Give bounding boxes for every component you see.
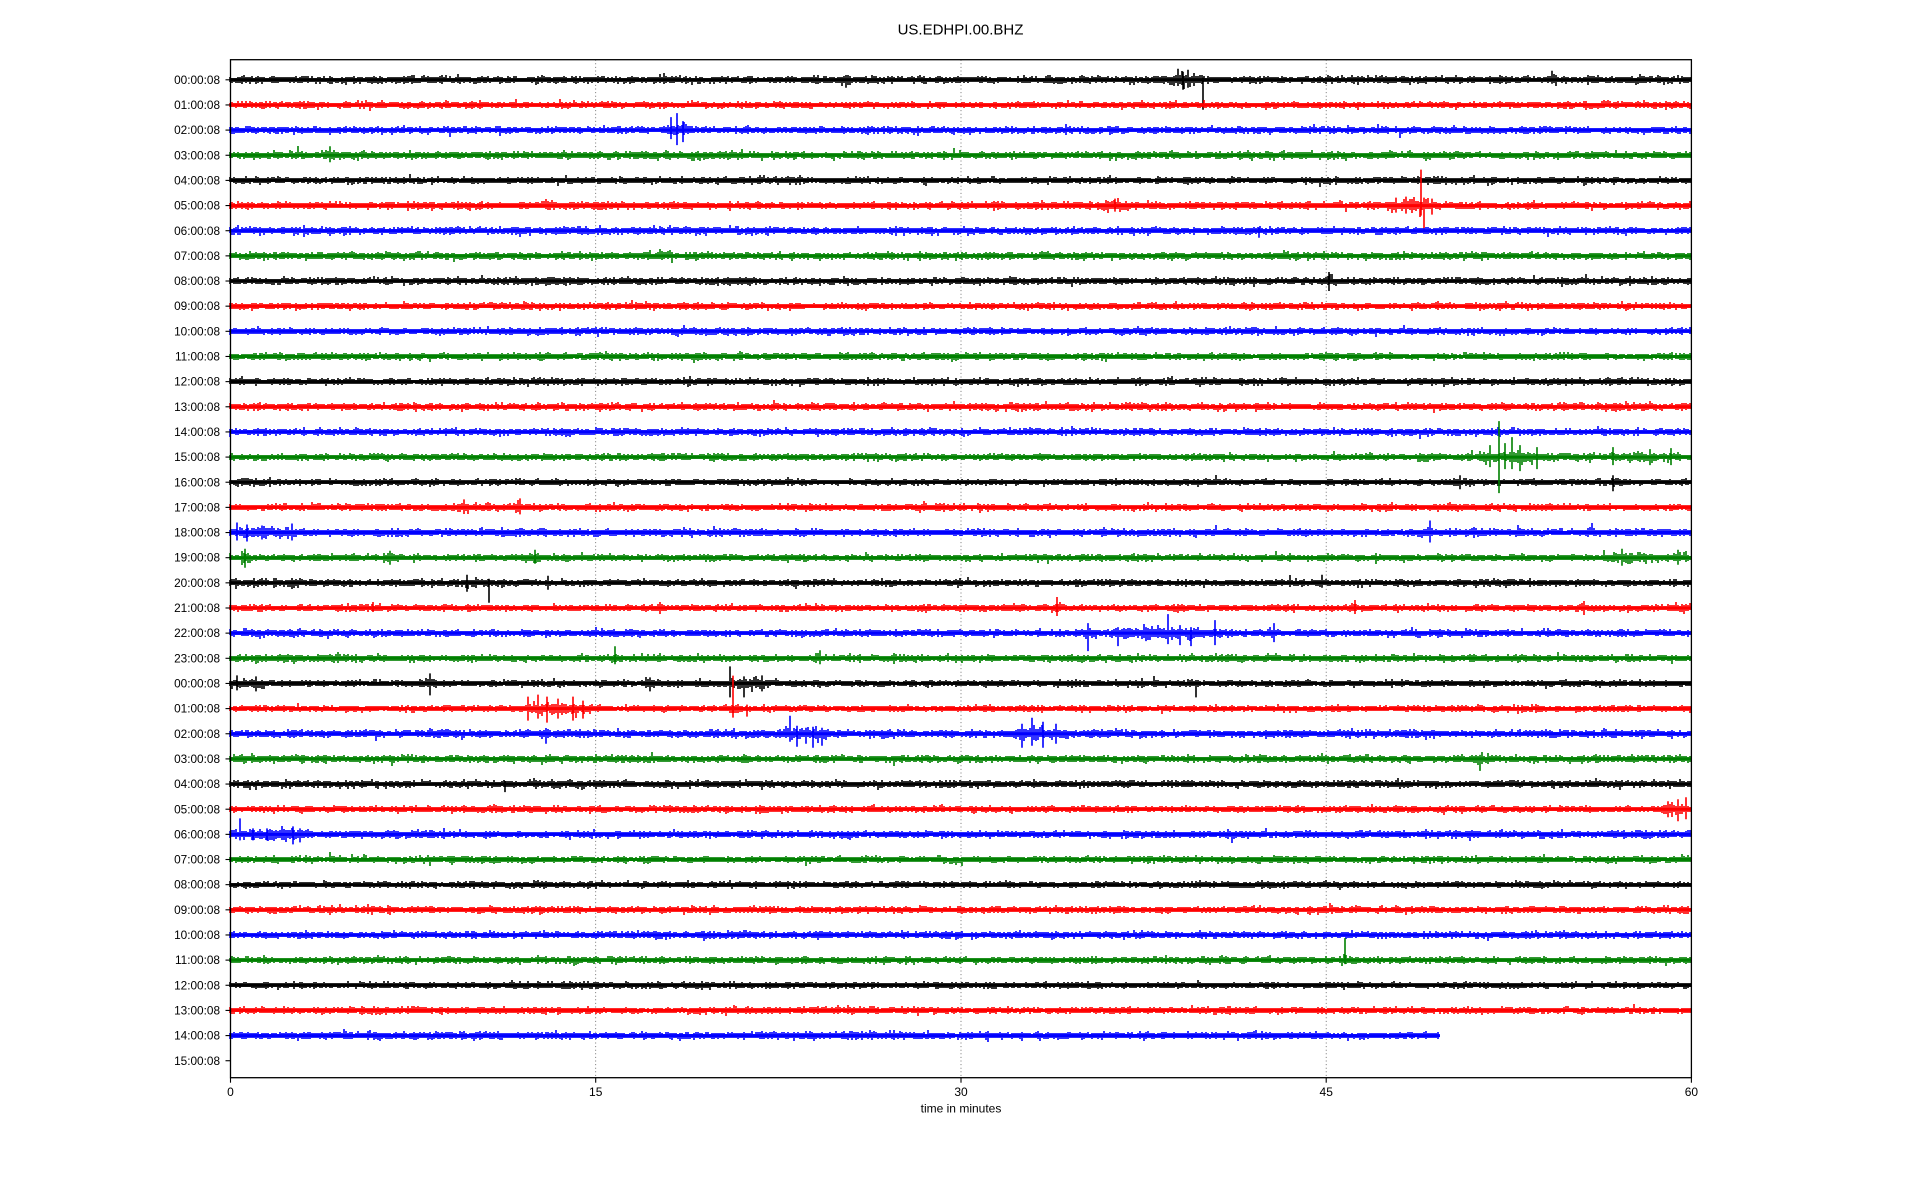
svg-text:07:00:08: 07:00:08 xyxy=(174,853,220,867)
svg-text:13:00:08: 13:00:08 xyxy=(174,1003,220,1017)
svg-text:00:00:08: 00:00:08 xyxy=(174,73,220,87)
svg-text:07:00:08: 07:00:08 xyxy=(174,249,220,263)
svg-text:time in minutes: time in minutes xyxy=(921,1102,1002,1116)
svg-text:US.EDHPI.00.BHZ: US.EDHPI.00.BHZ xyxy=(898,22,1024,39)
svg-text:45: 45 xyxy=(1320,1085,1334,1099)
svg-text:22:00:08: 22:00:08 xyxy=(174,626,220,640)
svg-text:04:00:08: 04:00:08 xyxy=(174,173,220,187)
svg-text:10:00:08: 10:00:08 xyxy=(174,928,220,942)
svg-text:17:00:08: 17:00:08 xyxy=(174,500,220,514)
svg-text:11:00:08: 11:00:08 xyxy=(175,350,220,364)
svg-text:05:00:08: 05:00:08 xyxy=(174,199,220,213)
svg-text:11:00:08: 11:00:08 xyxy=(175,953,220,967)
svg-text:15:00:08: 15:00:08 xyxy=(174,450,220,464)
svg-text:16:00:08: 16:00:08 xyxy=(174,475,220,489)
svg-text:02:00:08: 02:00:08 xyxy=(174,727,220,741)
svg-text:06:00:08: 06:00:08 xyxy=(174,224,220,238)
svg-text:23:00:08: 23:00:08 xyxy=(174,651,220,665)
svg-text:08:00:08: 08:00:08 xyxy=(174,274,220,288)
svg-text:12:00:08: 12:00:08 xyxy=(174,375,220,389)
svg-text:19:00:08: 19:00:08 xyxy=(174,551,220,565)
svg-text:30: 30 xyxy=(954,1085,968,1099)
svg-text:05:00:08: 05:00:08 xyxy=(174,802,220,816)
svg-text:09:00:08: 09:00:08 xyxy=(174,903,220,917)
svg-text:01:00:08: 01:00:08 xyxy=(174,702,220,716)
svg-text:14:00:08: 14:00:08 xyxy=(174,1029,220,1043)
svg-text:15: 15 xyxy=(589,1085,603,1099)
svg-text:09:00:08: 09:00:08 xyxy=(174,299,220,313)
svg-text:13:00:08: 13:00:08 xyxy=(174,400,220,414)
svg-text:21:00:08: 21:00:08 xyxy=(174,601,220,615)
svg-text:04:00:08: 04:00:08 xyxy=(174,777,220,791)
svg-text:0: 0 xyxy=(227,1085,234,1099)
svg-text:03:00:08: 03:00:08 xyxy=(174,752,220,766)
svg-text:10:00:08: 10:00:08 xyxy=(174,324,220,338)
svg-text:60: 60 xyxy=(1685,1085,1699,1099)
svg-text:15:00:08: 15:00:08 xyxy=(174,1054,220,1068)
svg-text:00:00:08: 00:00:08 xyxy=(174,677,220,691)
svg-text:12:00:08: 12:00:08 xyxy=(174,978,220,992)
svg-text:03:00:08: 03:00:08 xyxy=(174,148,220,162)
svg-text:18:00:08: 18:00:08 xyxy=(174,526,220,540)
svg-text:20:00:08: 20:00:08 xyxy=(174,576,220,590)
svg-text:02:00:08: 02:00:08 xyxy=(174,123,220,137)
svg-text:14:00:08: 14:00:08 xyxy=(174,425,220,439)
svg-text:01:00:08: 01:00:08 xyxy=(174,98,220,112)
svg-text:08:00:08: 08:00:08 xyxy=(174,878,220,892)
svg-text:06:00:08: 06:00:08 xyxy=(174,827,220,841)
